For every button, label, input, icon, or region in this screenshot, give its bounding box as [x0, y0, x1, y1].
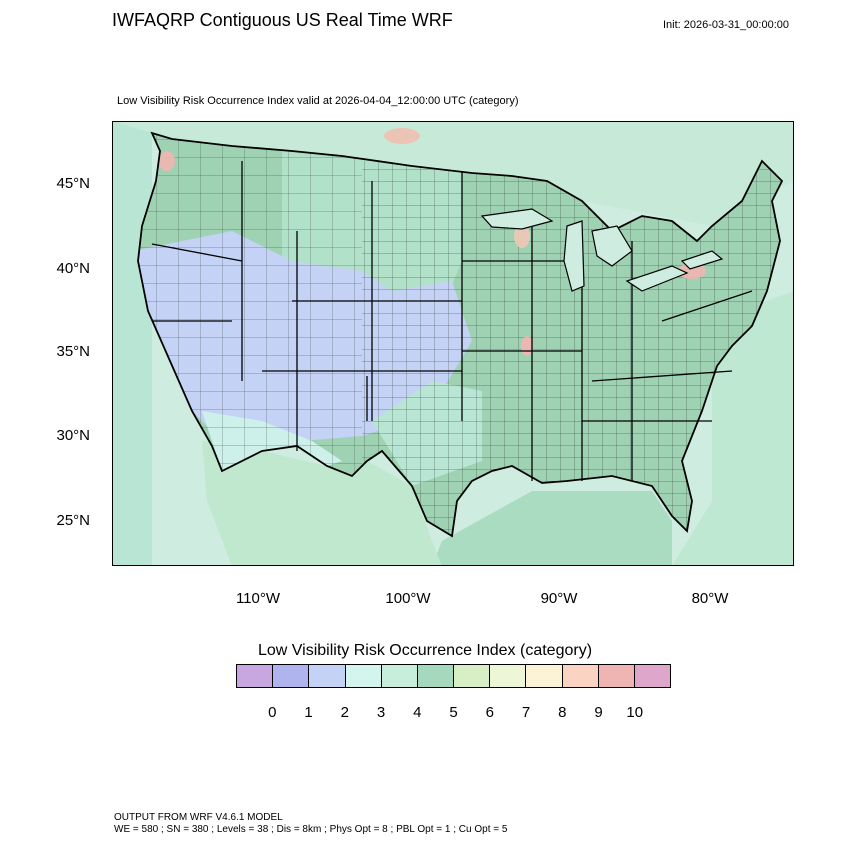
colorbar-label: 6 [485, 704, 494, 721]
hotspot-northwest [159, 151, 175, 171]
footer-model: OUTPUT FROM WRF V4.6.1 MODEL [114, 812, 283, 823]
colorbar-swatch [526, 665, 563, 687]
canada-region [112, 121, 794, 226]
colorbar-label: 10 [626, 704, 644, 721]
lat-label-30: 30°N [56, 427, 90, 444]
colorbar-label: 0 [268, 704, 277, 721]
hotspot-canada [384, 128, 420, 144]
lon-label-80w: 80°W [691, 590, 729, 607]
hotspot-missouri [521, 336, 533, 356]
colorbar-swatch [634, 665, 671, 687]
lon-label-100w: 100°W [385, 590, 431, 607]
init-time: Init: 2026-03-31_00:00:00 [663, 19, 789, 31]
gulf-of-mexico [432, 491, 672, 566]
colorbar-label: 1 [304, 704, 313, 721]
colorbar-title: Low Visibility Risk Occurrence Index (ca… [257, 642, 593, 659]
lat-label-25: 25°N [56, 512, 90, 529]
map-subtitle: Low Visibility Risk Occurrence Index val… [117, 95, 519, 107]
colorbar-swatch [454, 665, 491, 687]
map-border [112, 121, 794, 566]
colorbar-swatch [309, 665, 346, 687]
mexico-region [202, 441, 442, 566]
colorbar-label: 7 [521, 704, 531, 721]
colorbar-label: 9 [594, 704, 603, 721]
colorbar-swatch [345, 665, 382, 687]
lat-label-35: 35°N [56, 343, 90, 360]
pacific-ocean [112, 121, 152, 566]
lat-label-45: 45°N [56, 175, 90, 192]
hotspot-great-lakes [514, 224, 530, 248]
colorbar-label: 3 [376, 704, 386, 721]
lon-label-110w: 110°W [235, 590, 281, 607]
lon-label-90w: 90°W [540, 590, 578, 607]
great-lakes [480, 208, 724, 292]
state-boundaries [151, 161, 753, 481]
colorbar-swatch [598, 665, 635, 687]
lat-label-40: 40°N [56, 260, 90, 277]
colorbar-swatch [417, 665, 455, 687]
colorbar-swatch [273, 665, 310, 687]
colorbar-label: 2 [340, 704, 349, 721]
colorbar-swatch [562, 665, 599, 687]
atlantic-ocean [672, 291, 794, 566]
colorbar-swatch [237, 665, 274, 687]
hotspot-northeast [678, 263, 706, 279]
colorbar [236, 664, 671, 688]
footer-config: WE = 580 ; SN = 380 ; Levels = 38 ; Dis … [114, 824, 508, 835]
colorbar-swatch [381, 665, 418, 687]
colorbar-label: 8 [558, 704, 567, 721]
colorbar-label: 5 [449, 704, 458, 721]
colorbar-swatch [490, 665, 527, 687]
chart-title: IWFAQRP Contiguous US Real Time WRF [112, 10, 453, 30]
colorbar-label: 4 [413, 704, 422, 721]
map-panel [112, 121, 794, 566]
